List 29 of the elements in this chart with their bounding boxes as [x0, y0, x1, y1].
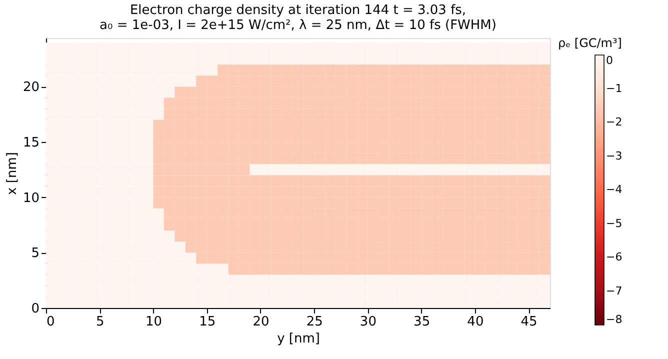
color-bar-title: ρₑ [GC/m³] — [558, 36, 622, 50]
x-axis-title: y [nm] — [277, 332, 320, 346]
color-bar-label: −1 — [606, 82, 622, 95]
color-bar-label: −4 — [606, 183, 622, 196]
y-tick-label: 15 — [22, 136, 40, 151]
color-bar-label: −6 — [606, 250, 622, 264]
color-bar-label: −8 — [606, 313, 622, 326]
x-tick-label: 45 — [520, 314, 538, 330]
x-tick-label: 15 — [199, 314, 216, 330]
x-tick-label: 10 — [145, 314, 162, 330]
x-tick-label: 20 — [252, 314, 270, 330]
x-tick-label: 30 — [360, 314, 376, 330]
y-axis-title: x [nm] — [4, 152, 20, 195]
color-bar-label: −5 — [606, 216, 622, 230]
color-bar-label: −7 — [606, 284, 622, 298]
y-tick-label: 10 — [22, 190, 40, 206]
y-tick-label: 20 — [22, 80, 40, 96]
color-bar-label: −2 — [606, 116, 622, 128]
x-tick-label: 5 — [96, 314, 104, 330]
color-bar-label: −3 — [606, 149, 622, 162]
x-tick-label: 25 — [306, 314, 323, 330]
x-tick-label: 35 — [414, 314, 430, 330]
y-tick-label: 5 — [31, 246, 40, 262]
x-tick-label: 40 — [467, 314, 484, 330]
y-tick-label: 0 — [31, 302, 40, 316]
color-bar-label: 0 — [606, 54, 613, 67]
x-tick-label: 0 — [46, 314, 55, 330]
chart-title: Electron charge density at iteration 144 t = 3.03 fs, — [130, 3, 466, 18]
chart-subtitle: a₀ = 1e-03, I = 2e+15 W/cm², λ = 25 nm, Δt = 10 fs (FWHM) — [100, 18, 496, 33]
